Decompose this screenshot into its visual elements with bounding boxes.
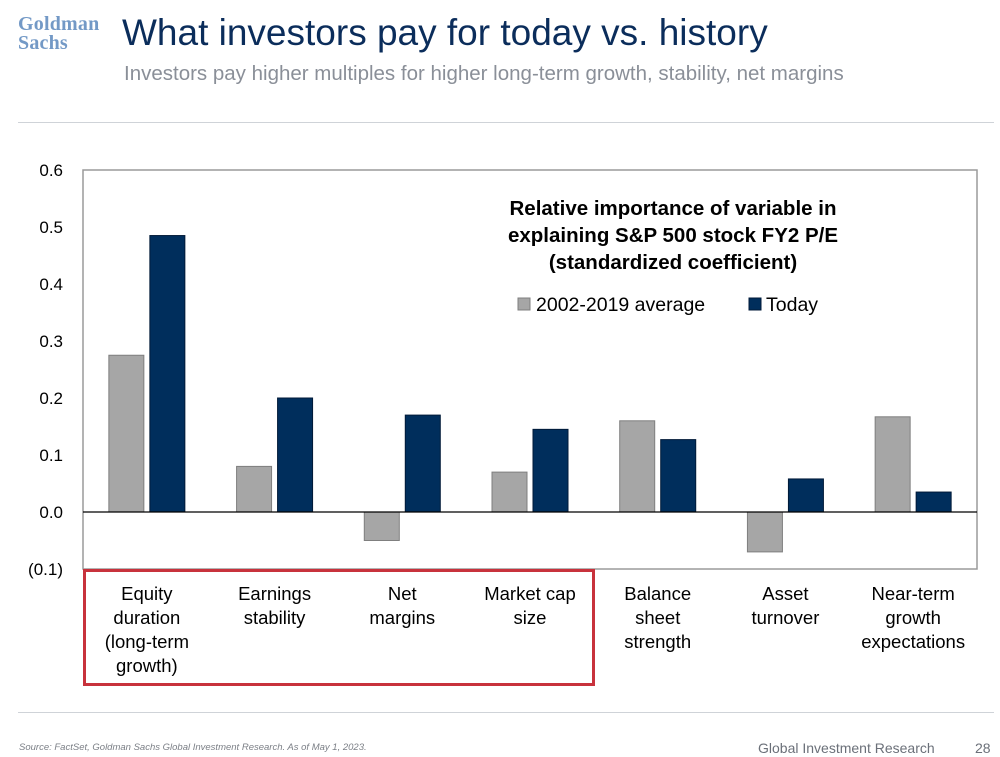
bar-average bbox=[619, 420, 656, 513]
y-tick-label: 0.3 bbox=[39, 332, 63, 351]
bar-average bbox=[108, 354, 145, 513]
category-label: Earnings stability bbox=[238, 583, 311, 628]
legend-swatch-average bbox=[517, 297, 531, 311]
goldman-sachs-logo: Goldman Sachs bbox=[18, 13, 110, 54]
bar-today bbox=[660, 439, 697, 513]
y-tick-label: 0.6 bbox=[39, 161, 63, 180]
highlight-box bbox=[83, 569, 595, 686]
y-tick-label: (0.1) bbox=[28, 560, 63, 579]
y-tick-label: 0.0 bbox=[39, 503, 63, 522]
category-label: Asset turnover bbox=[751, 583, 819, 628]
category-label: Market cap size bbox=[484, 583, 576, 628]
bar-today bbox=[915, 491, 952, 513]
footer-brand: Global Investment Research bbox=[758, 740, 935, 756]
y-tick-label: 0.1 bbox=[39, 446, 63, 465]
y-tick-label: 0.2 bbox=[39, 389, 63, 408]
category-label: Near-term growth expectations bbox=[861, 583, 965, 652]
bar-average bbox=[363, 511, 400, 541]
bar-today bbox=[277, 397, 314, 513]
bar-today bbox=[149, 235, 186, 513]
bar-today bbox=[404, 414, 441, 513]
y-tick-label: 0.4 bbox=[39, 275, 63, 294]
category-label: Equity duration (long-term growth) bbox=[105, 583, 189, 676]
logo-line-1: Goldman bbox=[18, 13, 100, 35]
legend-label-average: 2002-2019 average bbox=[536, 294, 705, 316]
y-tick-label: 0.5 bbox=[39, 218, 63, 237]
page-number: 28 bbox=[975, 740, 991, 756]
source-note: Source: FactSet, Goldman Sachs Global In… bbox=[19, 742, 367, 753]
legend-label-today: Today bbox=[766, 294, 818, 316]
footer-divider bbox=[18, 712, 994, 713]
chart-title: Relative importance of variable in explai… bbox=[508, 197, 838, 274]
slide-title: What investors pay for today vs. history bbox=[122, 12, 768, 53]
slide-subtitle: Investors pay higher multiples for highe… bbox=[124, 62, 844, 85]
bar-today bbox=[532, 428, 569, 513]
bar-average bbox=[874, 416, 911, 513]
logo-line-2: Sachs bbox=[18, 32, 68, 54]
bar-average bbox=[491, 471, 528, 513]
bar-today bbox=[787, 478, 824, 513]
legend-swatch-today bbox=[748, 297, 762, 311]
category-label: Balance sheet strength bbox=[624, 583, 691, 652]
bar-average bbox=[236, 465, 273, 513]
category-label: Net margins bbox=[369, 583, 435, 628]
bar-average bbox=[746, 511, 783, 553]
header-divider bbox=[18, 122, 994, 123]
